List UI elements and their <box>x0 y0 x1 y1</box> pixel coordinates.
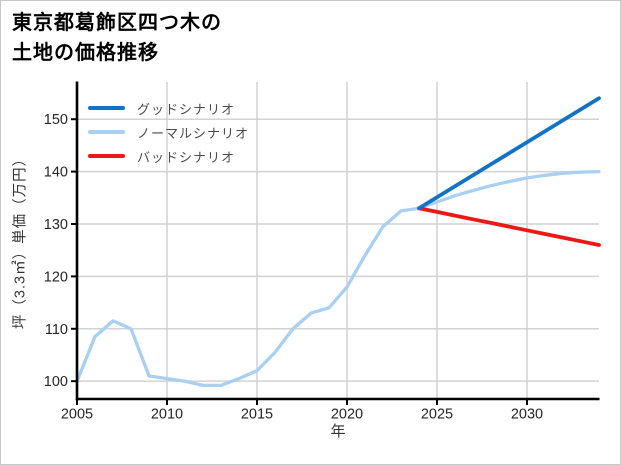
legend: グッドシナリオ ノーマルシナリオ バッドシナリオ <box>88 96 249 168</box>
series-line-0 <box>417 96 601 211</box>
chart-title: 東京都葛飾区四つ木の 土地の価格推移 <box>12 8 222 68</box>
legend-label-normal: ノーマルシナリオ <box>137 125 250 141</box>
y-axis-label: 坪（3.3㎡）単価（万円） <box>12 150 29 330</box>
x-tick-label-2025: 2025 <box>421 407 453 423</box>
chart-title-line2: 土地の価格推移 <box>12 42 159 64</box>
legend-line-normal-icon <box>88 129 125 135</box>
series-line-1 <box>75 169 601 388</box>
y-tick-label-120: 120 <box>44 269 68 285</box>
x-tick-label-2030: 2030 <box>511 407 543 423</box>
y-tick-label-100: 100 <box>44 374 68 390</box>
x-tick-label-2005: 2005 <box>61 407 93 423</box>
series-line-2 <box>417 206 601 247</box>
legend-item-good-scenario[interactable]: グッドシナリオ <box>88 96 249 120</box>
x-tick-label-2015: 2015 <box>241 407 273 423</box>
legend-item-bad-scenario[interactable]: バッドシナリオ <box>88 144 249 168</box>
y-tick-label-110: 110 <box>45 322 68 338</box>
legend-label-good: グッドシナリオ <box>137 101 236 117</box>
y-tick-label-140: 140 <box>44 165 68 181</box>
y-tick-label-130: 130 <box>44 217 68 233</box>
legend-label-bad: バッドシナリオ <box>137 149 236 165</box>
x-tick-label-2020: 2020 <box>331 407 363 423</box>
legend-item-normal-scenario[interactable]: ノーマルシナリオ <box>88 120 249 144</box>
y-tick-label-150: 150 <box>44 112 68 128</box>
chart-title-line1: 東京都葛飾区四つ木の <box>12 12 222 34</box>
x-tick-label-2010: 2010 <box>151 407 183 423</box>
legend-line-bad-icon <box>88 153 125 159</box>
legend-line-good-icon <box>88 105 125 111</box>
x-axis-label: 年 <box>330 423 346 440</box>
